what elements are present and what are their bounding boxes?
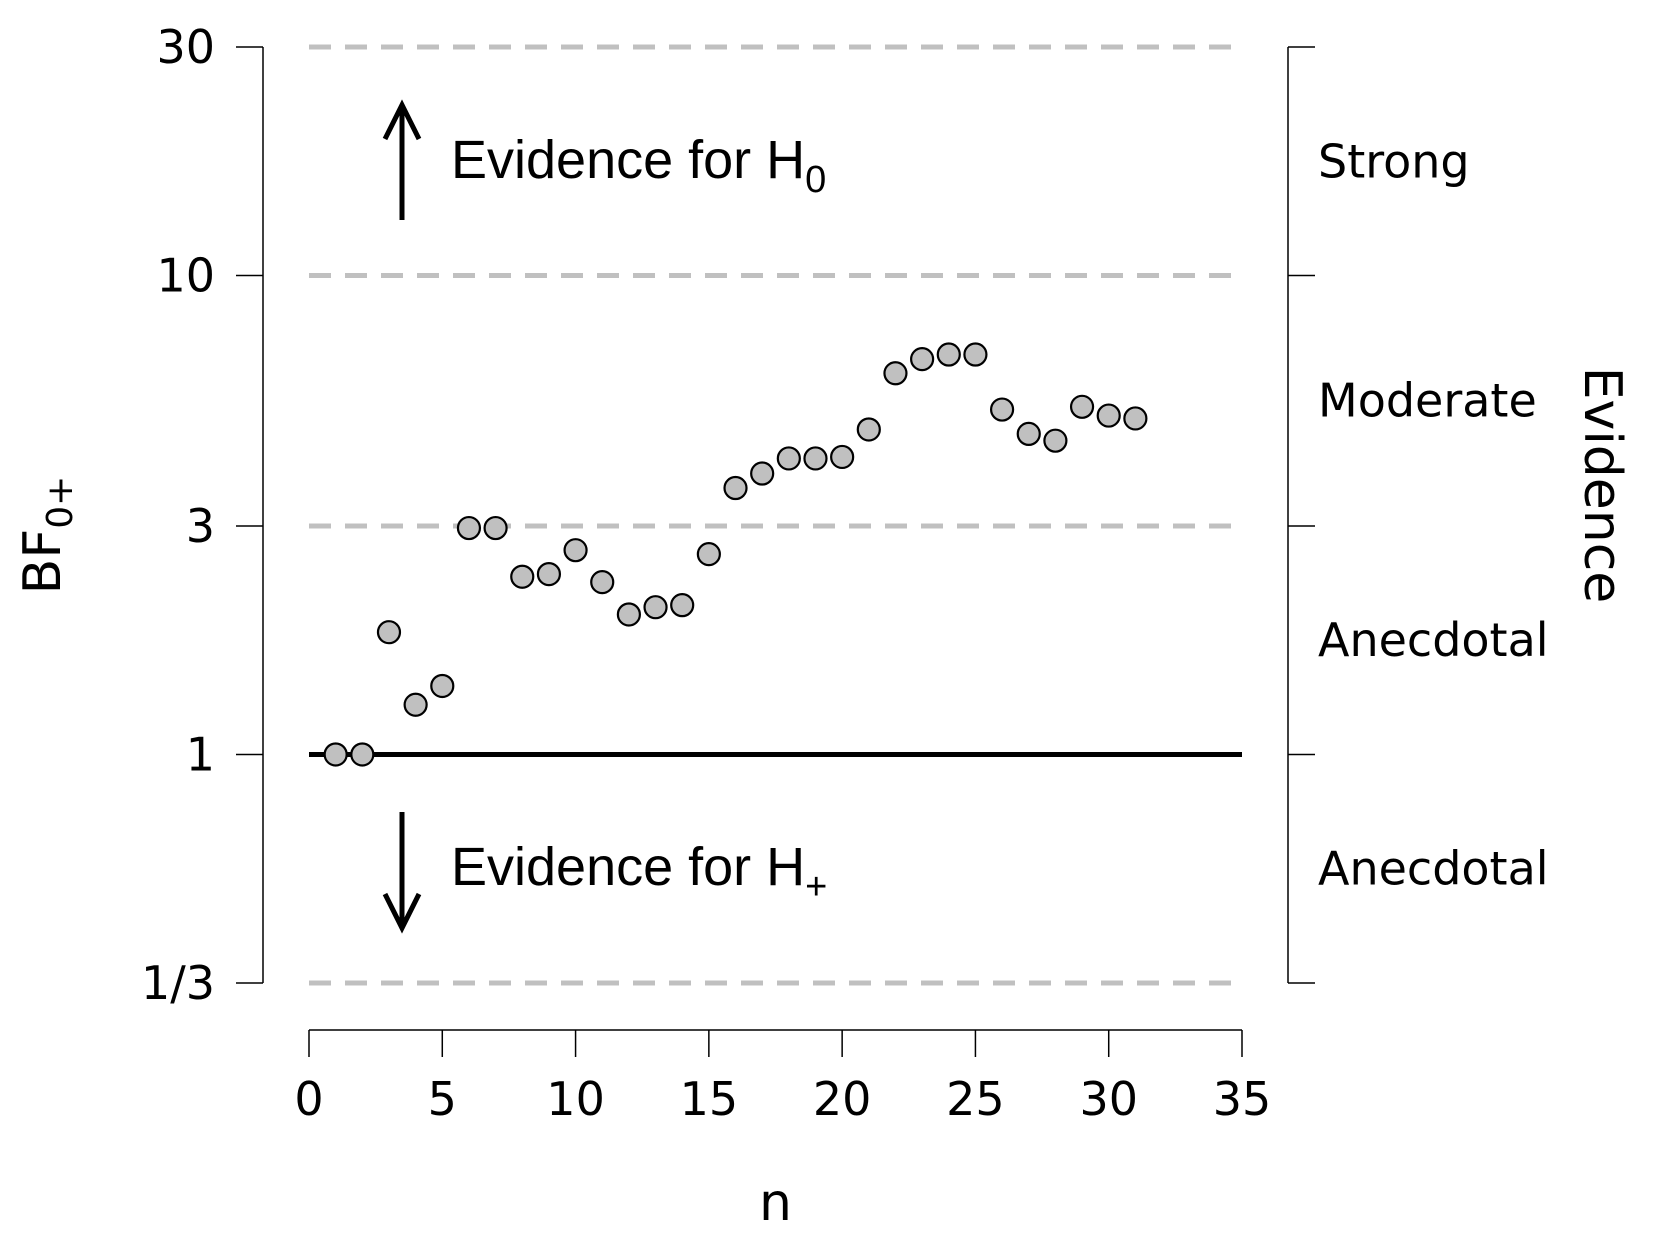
data-point <box>1096 403 1121 428</box>
x-tick-label: 35 <box>1213 1072 1272 1126</box>
evidence-category-label: Strong <box>1318 134 1470 188</box>
y-tick-label: 1/3 <box>141 956 215 1010</box>
x-axis-title: n <box>759 1173 792 1233</box>
labels: n BF0+ Evidence <box>13 367 1632 1233</box>
y-tick-label: 10 <box>156 249 215 303</box>
data-point <box>910 347 935 372</box>
annotation-text: Evidence for H0 <box>451 130 826 201</box>
x-tick-label: 0 <box>294 1072 323 1126</box>
evidence-category-label: Anecdotal <box>1318 842 1549 896</box>
data-point <box>350 742 375 767</box>
axes: 1/3 1 3 10 30 Strong Moderate Anecdotal Anecdota… <box>141 20 1549 1126</box>
y-axis-title: BF0+ <box>13 476 81 595</box>
data-point <box>376 620 402 645</box>
data-point <box>323 742 348 767</box>
data-point <box>963 342 988 367</box>
y-tick-label: 3 <box>186 499 215 553</box>
x-tick-label: 20 <box>813 1072 872 1126</box>
data-point <box>403 692 428 717</box>
data-point <box>510 564 535 589</box>
data-point <box>670 593 695 618</box>
y-tick-label: 1 <box>186 727 215 781</box>
x-tick-label: 10 <box>546 1072 605 1126</box>
evidence-category-label: Anecdotal <box>1318 613 1549 667</box>
data-point <box>750 461 775 486</box>
evidence-for-h0-annotation: Evidence for H0 <box>382 99 826 220</box>
data-point <box>563 538 588 563</box>
data-point <box>936 342 961 367</box>
data-point <box>883 361 908 386</box>
data-point <box>1123 406 1148 431</box>
x-tick-label: 5 <box>428 1072 457 1126</box>
x-tick-label: 30 <box>1079 1072 1138 1126</box>
data-point <box>483 515 508 541</box>
y-tick-label: 30 <box>156 20 215 74</box>
data-point <box>1016 421 1041 446</box>
data-point <box>536 562 562 587</box>
data-point <box>696 542 721 567</box>
evidence-for-hplus-annotation: Evidence for H+ <box>382 812 827 934</box>
data-point <box>643 595 668 620</box>
x-tick-label: 25 <box>946 1072 1005 1126</box>
data-point <box>803 446 828 471</box>
data-point <box>456 515 482 541</box>
right-axis-title: Evidence <box>1572 367 1632 604</box>
data-point <box>430 673 455 699</box>
annotations: Evidence for H0 Evidence for H+ <box>382 99 827 934</box>
x-tick-label: 15 <box>680 1072 739 1126</box>
up-arrow-head-icon <box>382 99 422 141</box>
down-arrow-head-icon <box>382 892 422 934</box>
data-point <box>1043 428 1068 453</box>
y-axis-title-subscript: 0+ <box>40 476 81 529</box>
data-point <box>1069 394 1095 419</box>
data-point <box>616 602 641 627</box>
data-point <box>776 446 801 471</box>
evidence-category-label: Moderate <box>1318 374 1537 428</box>
data-point <box>590 570 615 595</box>
data-point <box>723 475 748 501</box>
data-point <box>830 444 855 470</box>
data-point <box>989 397 1015 422</box>
data-points <box>323 342 1148 767</box>
data-point <box>856 417 881 442</box>
annotation-text: Evidence for H+ <box>451 837 827 908</box>
